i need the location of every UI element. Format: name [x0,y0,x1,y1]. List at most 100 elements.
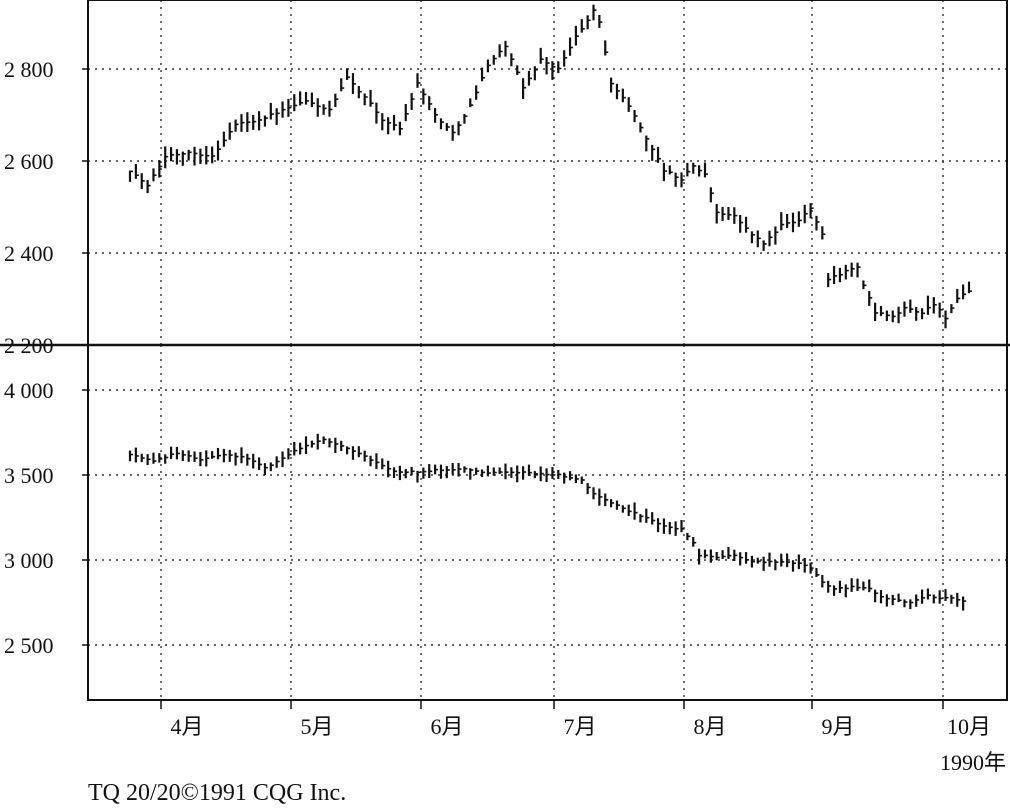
price-bar [498,44,503,58]
price-bar [134,164,139,179]
price-bar [733,549,738,562]
price-bar [838,267,843,283]
price-bar [915,594,920,607]
price-bar [146,180,151,194]
price-bar [304,436,310,454]
price-bar [175,149,180,165]
price-bar [281,451,286,468]
price-bar [750,555,755,568]
price-bar [287,448,292,460]
price-bar [128,170,133,182]
price-bar [539,466,544,482]
price-bar [222,448,227,463]
price-bar [809,562,814,574]
price-bar [533,66,538,81]
price-bar [563,472,568,484]
price-bar [926,588,931,600]
price-bar [791,560,796,572]
price-bar [128,450,133,462]
price-bar [744,552,750,564]
price-bar [193,451,198,462]
price-bar [234,119,239,132]
price-bar [539,47,544,64]
price-bar [398,121,403,136]
price-bar [944,310,949,329]
price-bar [756,230,761,248]
price-bar [322,436,327,445]
price-bar [492,467,497,476]
price-bar [152,452,157,464]
price-bar [181,450,186,462]
price-bar [962,596,967,611]
price-bar [363,450,368,462]
price-bar [216,447,222,460]
price-bar [181,151,186,166]
price-bar [956,592,961,607]
price-bar [169,446,175,460]
price-bar [387,460,392,478]
price-bar [152,168,157,182]
price-bar [216,140,222,161]
price-bar [158,160,163,178]
price-bar [257,111,263,131]
price-bar [246,453,251,466]
y-tick-label: 2 500 [4,633,54,658]
price-bar [533,471,538,479]
price-bar [744,216,750,233]
price-bar [345,446,351,455]
price-bar [416,73,421,88]
price-bar [410,466,415,476]
price-bar [392,467,398,478]
plot-border [87,0,1008,701]
price-bar [310,440,315,448]
price-bar [316,433,321,450]
price-bar [656,146,662,163]
price-bar [821,574,826,588]
price-bar [698,165,703,177]
price-bar [246,112,251,132]
x-tick-label: 9月 [821,714,854,739]
price-bar [545,57,550,75]
y-tick-label: 2 400 [4,241,54,266]
price-bar [709,187,714,203]
price-bar [211,146,216,164]
price-bar [134,447,139,463]
price-bar [369,89,374,107]
price-bars [128,4,972,611]
price-bar [862,280,867,290]
price-bar [404,103,409,122]
price-bar [164,146,169,169]
price-bar [275,108,280,125]
price-bar [498,467,503,475]
price-bar [651,512,656,525]
price-bar [240,114,245,132]
price-bar [780,212,785,231]
price-bar [521,466,527,480]
price-bar [252,114,257,130]
x-tick-label: 8月 [693,714,726,739]
price-bar [392,114,398,131]
price-bar [304,92,310,105]
price-bar [727,207,732,220]
price-bar [621,505,626,513]
price-bar [433,464,439,475]
price-bar [868,291,873,306]
price-bar [445,466,450,479]
price-bar [328,438,333,448]
price-bar [457,462,462,477]
price-bar [504,463,509,480]
price-bar [909,299,914,313]
price-bar [915,306,920,321]
price-bar [234,452,239,466]
price-bar [404,468,409,479]
price-bar [146,454,151,466]
price-bar [580,19,585,33]
price-bar [762,240,767,251]
price-bar [551,61,556,80]
price-bar [815,215,820,231]
price-bar [592,4,597,21]
price-bar [211,451,216,459]
price-bar [786,213,791,229]
price-bar [962,284,967,300]
